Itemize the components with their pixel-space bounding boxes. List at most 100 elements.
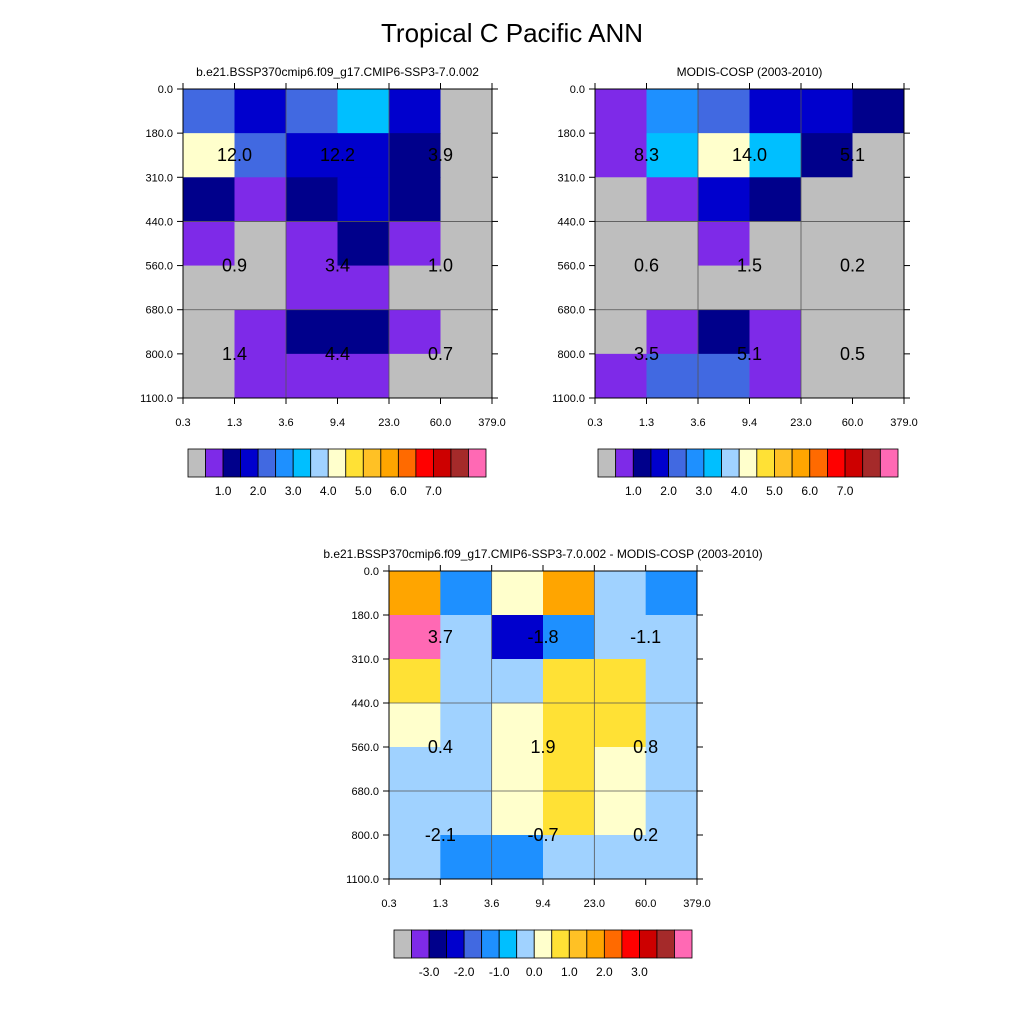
heatmap-cell: [491, 703, 544, 748]
box-value-label: 0.8: [633, 737, 658, 757]
heatmap-cell: [543, 791, 595, 836]
colorbar-label: -3.0: [419, 965, 440, 979]
heatmap-cell: [286, 353, 338, 399]
box-value-label: 0.7: [428, 344, 453, 364]
heatmap-cell: [645, 791, 698, 836]
colorbar-swatch: [450, 448, 469, 478]
colorbar-swatch: [668, 448, 687, 478]
colorbar-swatch: [879, 448, 899, 478]
heatmap-cell: [852, 177, 905, 222]
box-value-label: 3.7: [428, 627, 453, 647]
y-tick-label: 560.0: [145, 261, 173, 273]
heatmap-cell: [646, 353, 699, 399]
heatmap-cell: [595, 133, 647, 178]
x-tick-label: 379.0: [478, 417, 506, 429]
heatmap-cell: [543, 703, 595, 748]
heatmap-cell: [698, 133, 750, 178]
y-tick-label: 310.0: [145, 172, 173, 184]
heatmap-cell: [852, 133, 905, 178]
heatmap-cell: [594, 615, 647, 660]
colorbar-swatch: [397, 448, 417, 478]
heatmap-cell: [183, 177, 235, 222]
heatmap-cell: [594, 835, 647, 880]
heatmap-cell: [645, 747, 698, 792]
heatmap-cell: [594, 747, 647, 792]
x-tick-label: 3.6: [690, 417, 705, 429]
colorbar-swatch: [721, 448, 740, 478]
heatmap-cell: [389, 835, 441, 880]
colorbar-swatch: [393, 929, 412, 959]
heatmap-cell: [286, 133, 338, 178]
heatmap-cell: [389, 133, 441, 178]
colorbar-swatch: [362, 448, 382, 478]
colorbar-swatch: [639, 929, 658, 959]
x-tick-label: 60.0: [635, 898, 656, 910]
colorbar-label: 1.0: [625, 484, 642, 498]
heatmap-cell: [594, 571, 647, 616]
colorbar-swatch: [446, 929, 465, 959]
colorbar-swatch: [603, 929, 623, 959]
heatmap-cell: [749, 309, 802, 355]
box-value-label: 12.0: [217, 145, 252, 165]
heatmap-cell: [389, 571, 441, 616]
heatmap-cell: [183, 309, 235, 355]
heatmap-cell: [749, 221, 802, 267]
colorbar-swatch: [809, 448, 828, 478]
heatmap-cell: [801, 221, 853, 267]
x-tick-label: 9.4: [742, 417, 757, 429]
colorbar-swatch: [327, 448, 347, 478]
heatmap-cell: [440, 221, 493, 267]
colorbar-swatch: [844, 448, 864, 478]
y-tick-label: 680.0: [557, 305, 585, 317]
heatmap-cell: [337, 177, 390, 222]
panel-title: b.e21.BSSP370cmip6.f09_g17.CMIP6-SSP3-7.…: [196, 65, 479, 79]
colorbar-label: 3.0: [631, 965, 648, 979]
y-tick-label: 440.0: [351, 698, 379, 710]
main-title: Tropical C Pacific ANN: [381, 18, 643, 48]
y-tick-label: 440.0: [145, 216, 173, 228]
heatmap-cell: [698, 89, 750, 134]
heatmap-cell: [491, 571, 544, 616]
heatmap-cell: [852, 89, 905, 134]
colorbar-label: 5.0: [766, 484, 783, 498]
colorbar-swatch: [551, 929, 570, 959]
box-value-label: -1.8: [527, 627, 558, 647]
colorbar-swatch: [827, 448, 846, 478]
heatmap-cell: [491, 659, 544, 704]
heatmap-cell: [389, 353, 441, 399]
x-tick-label: 1.3: [433, 898, 448, 910]
heatmap-cell: [543, 571, 595, 616]
heatmap-cell: [646, 133, 699, 178]
colorbar-swatch: [615, 448, 634, 478]
x-tick-label: 60.0: [842, 417, 863, 429]
box-value-label: 5.1: [737, 344, 762, 364]
box-value-label: 8.3: [634, 145, 659, 165]
heatmap-cell: [491, 835, 544, 880]
colorbar-swatch: [310, 448, 329, 478]
x-tick-label: 0.3: [381, 898, 396, 910]
heatmap-cell: [234, 89, 287, 134]
colorbar: 1.0 2.0 3.0 4.0 5.0 6.0 7.0: [597, 448, 899, 498]
heatmap-cell: [645, 703, 698, 748]
colorbar-swatch: [774, 448, 793, 478]
colorbar-swatch: [674, 929, 693, 959]
heatmap-cell: [440, 791, 493, 836]
box-value-label: 3.4: [325, 256, 350, 276]
colorbar-swatch: [292, 448, 312, 478]
heatmap-cell: [234, 309, 287, 355]
heatmap-cell: [183, 89, 235, 134]
colorbar-swatch: [380, 448, 399, 478]
x-tick-label: 3.6: [278, 417, 293, 429]
heatmap-cell: [183, 265, 235, 311]
heatmap-panel-2: MODIS-COSP (2003-2010) 8.3 14.0 5.1 0.6 1.5 0.…: [552, 65, 918, 498]
heatmap-cell: [389, 177, 441, 222]
y-tick-label: 680.0: [145, 305, 173, 317]
x-tick-label: 0.3: [175, 417, 190, 429]
heatmap-cell: [801, 265, 853, 311]
colorbar-swatch: [345, 448, 364, 478]
heatmap-cell: [595, 265, 647, 311]
colorbar-swatch: [703, 448, 722, 478]
heatmap-cell: [749, 353, 802, 399]
x-tick-label: 9.4: [330, 417, 345, 429]
